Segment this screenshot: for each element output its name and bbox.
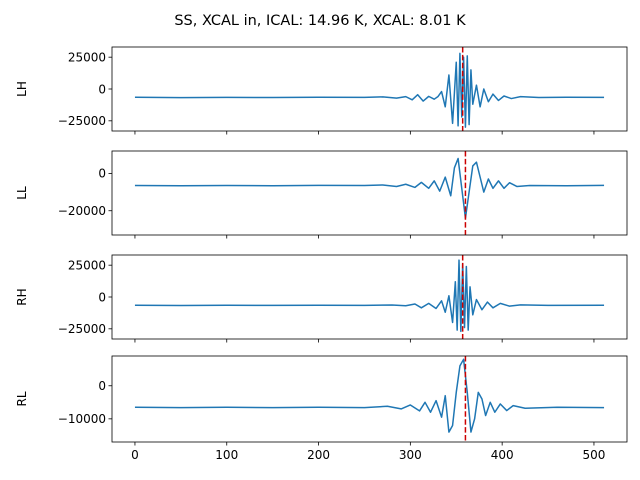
series-line bbox=[134, 259, 605, 333]
subplot-rh: 25000 0 −25000 RH bbox=[15, 254, 628, 343]
series-line bbox=[134, 52, 605, 128]
y-axis-label: RL bbox=[15, 391, 29, 406]
y-axis-label: LH bbox=[15, 81, 29, 97]
y-tick-label: −20000 bbox=[58, 204, 106, 218]
y-tick-label: −25000 bbox=[58, 114, 106, 128]
series-line bbox=[134, 157, 605, 219]
axes-frame bbox=[111, 254, 628, 340]
axes-frame bbox=[111, 46, 628, 132]
y-tick-label: 0 bbox=[98, 82, 106, 96]
x-tick-label: 500 bbox=[582, 448, 605, 462]
series-line bbox=[134, 358, 605, 433]
y-tick-label: −25000 bbox=[58, 322, 106, 336]
subplot-panels: 25000 0 −25000 LH 0 −20000 LL 25000 0 −25000 RH 0 −1… bbox=[15, 46, 628, 462]
x-tick-label: 300 bbox=[399, 448, 422, 462]
y-tick-label: 25000 bbox=[68, 258, 106, 272]
y-tick-label: −10000 bbox=[58, 412, 106, 426]
axes-frame bbox=[111, 355, 628, 443]
subplot-rl: 0 −10000 0 100 200 300 400 500 RL bbox=[15, 355, 628, 462]
subplot-lh: 25000 0 −25000 LH bbox=[15, 46, 628, 135]
y-axis-label: LL bbox=[15, 186, 29, 200]
y-tick-label: 25000 bbox=[68, 50, 106, 64]
figure-title: SS, XCAL in, ICAL: 14.96 K, XCAL: 8.01 K bbox=[174, 13, 466, 29]
x-tick-label: 0 bbox=[131, 448, 139, 462]
axes-frame bbox=[111, 150, 628, 236]
y-axis-label: RH bbox=[15, 288, 29, 305]
subplot-ll: 0 −20000 LL bbox=[15, 150, 628, 239]
x-tick-label: 400 bbox=[491, 448, 514, 462]
x-tick-label: 100 bbox=[215, 448, 238, 462]
y-tick-label: 0 bbox=[98, 167, 106, 181]
x-tick-label: 200 bbox=[307, 448, 330, 462]
y-tick-label: 0 bbox=[98, 290, 106, 304]
y-tick-label: 0 bbox=[98, 379, 106, 393]
